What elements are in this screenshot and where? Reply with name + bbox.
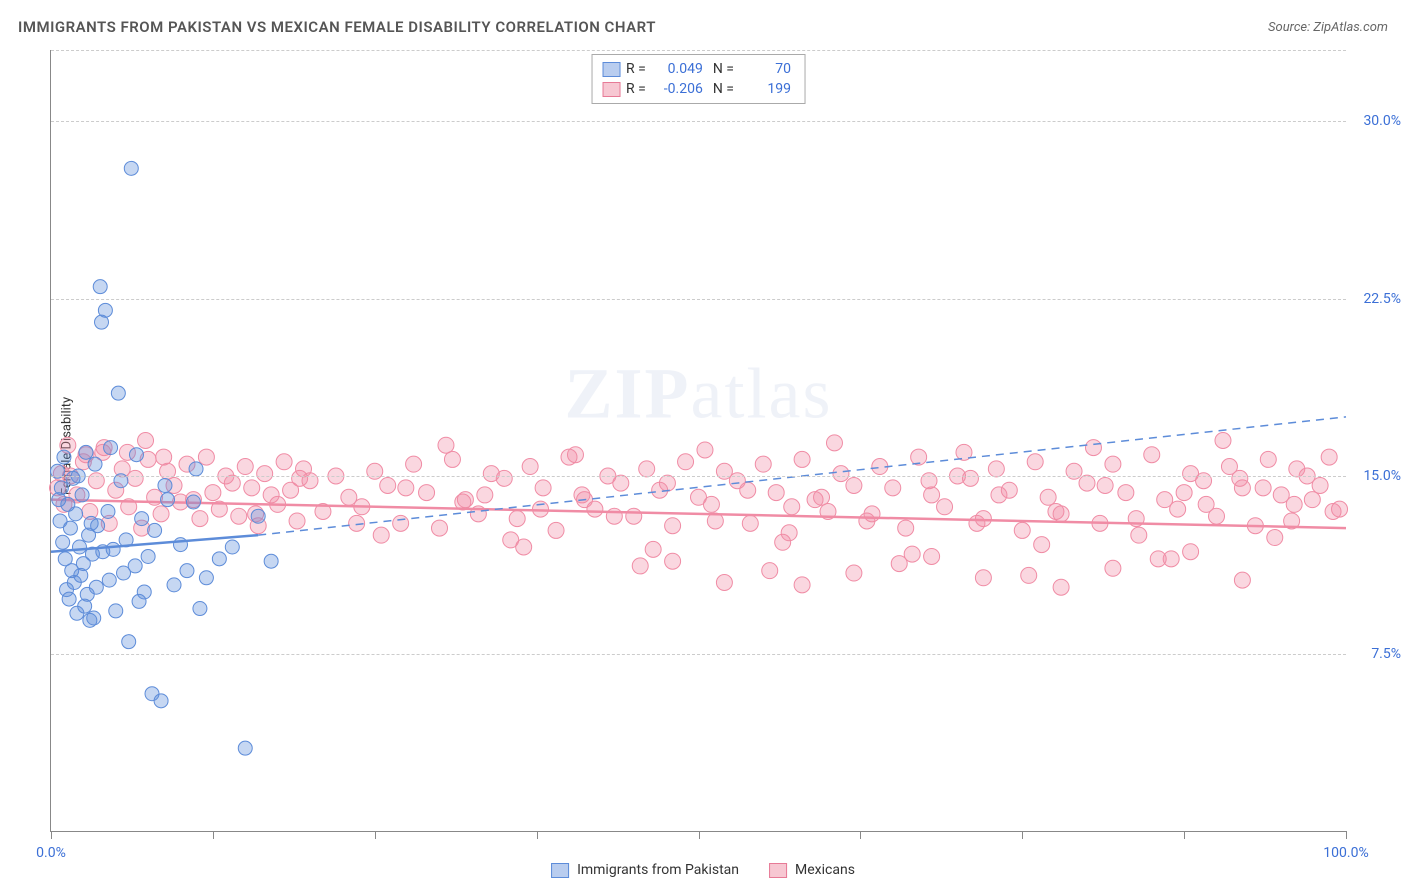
x-tick [537,831,538,839]
scatter-svg [51,50,1346,831]
gridline-h [51,654,1346,655]
gridline-h [51,299,1346,300]
x-tick [375,831,376,839]
series-swatch [602,62,620,77]
x-tick-label: 0.0% [36,845,66,861]
x-tick [699,831,700,839]
legend-label: Mexicans [795,862,855,878]
n-label: N = [713,81,734,97]
legend-item: Immigrants from Pakistan [551,862,739,878]
x-tick [1022,831,1023,839]
series-swatch [602,82,620,97]
correlation-stats-box: R = 0.049 N = 70 R = -0.206 N = 199 [591,54,806,104]
y-tick-label: 22.5% [1363,291,1401,307]
series-swatch [769,863,787,878]
r-value: -0.206 [652,81,707,97]
x-tick-label: 100.0% [1323,845,1368,861]
gridline-h [51,476,1346,477]
x-tick [860,831,861,839]
x-tick [1346,831,1347,839]
n-label: N = [713,61,734,77]
x-tick [1184,831,1185,839]
series-swatch [551,863,569,878]
source-label: Source: ZipAtlas.com [1268,20,1388,35]
y-tick-label: 7.5% [1371,646,1401,662]
chart-plot-area: ZIPatlas R =0.049N =70R =-0.206N =199 7.… [50,50,1346,832]
legend: Immigrants from Pakistan Mexicans [551,862,855,878]
gridline-h [51,121,1346,122]
r-label: R = [626,81,646,97]
r-label: R = [626,61,646,77]
legend-item: Mexicans [769,862,855,878]
x-tick [51,831,52,839]
y-tick-label: 30.0% [1363,113,1401,129]
chart-title: IMMIGRANTS FROM PAKISTAN VS MEXICAN FEMA… [18,18,656,36]
n-value: 70 [740,61,795,77]
y-tick-label: 15.0% [1363,468,1401,484]
r-value: 0.049 [652,61,707,77]
stats-row: R = -0.206 N = 199 [602,79,795,99]
legend-label: Immigrants from Pakistan [577,862,739,878]
n-value: 199 [740,81,795,97]
gridline-h [51,50,1346,51]
x-tick [213,831,214,839]
stats-row: R = 0.049 N = 70 [602,59,795,79]
